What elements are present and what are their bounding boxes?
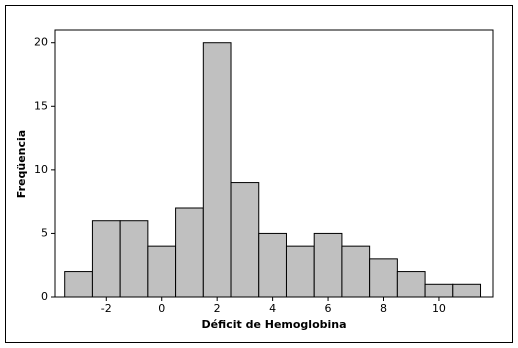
bar xyxy=(64,271,93,298)
y-tick-label: 15 xyxy=(34,99,48,112)
y-axis-label: Freqüencia xyxy=(15,130,28,198)
x-tick-label: 4 xyxy=(269,302,276,315)
bar xyxy=(119,220,149,298)
x-tick-label: 8 xyxy=(380,302,387,315)
y-tick-label: 0 xyxy=(41,290,48,303)
bar xyxy=(147,245,177,298)
x-tick-label: -2 xyxy=(101,302,112,315)
y-tick-label: 5 xyxy=(41,226,48,239)
bar xyxy=(341,245,371,298)
bar xyxy=(424,283,454,298)
x-tick-label: 0 xyxy=(158,302,165,315)
bar xyxy=(230,182,260,298)
y-tick-label: 20 xyxy=(34,36,48,49)
x-axis-label: Déficit de Hemoglobina xyxy=(201,318,346,331)
bar xyxy=(175,207,204,298)
bar xyxy=(285,245,315,298)
bar xyxy=(258,232,287,298)
bar xyxy=(91,220,121,298)
x-tick-label: 6 xyxy=(325,302,332,315)
bar xyxy=(452,283,482,298)
bar xyxy=(369,258,398,298)
y-tick-label: 10 xyxy=(34,163,48,176)
x-tick-label: 10 xyxy=(432,302,446,315)
bar xyxy=(396,271,426,298)
x-tick-label: 2 xyxy=(214,302,221,315)
bar xyxy=(313,232,343,298)
bar xyxy=(202,42,232,298)
